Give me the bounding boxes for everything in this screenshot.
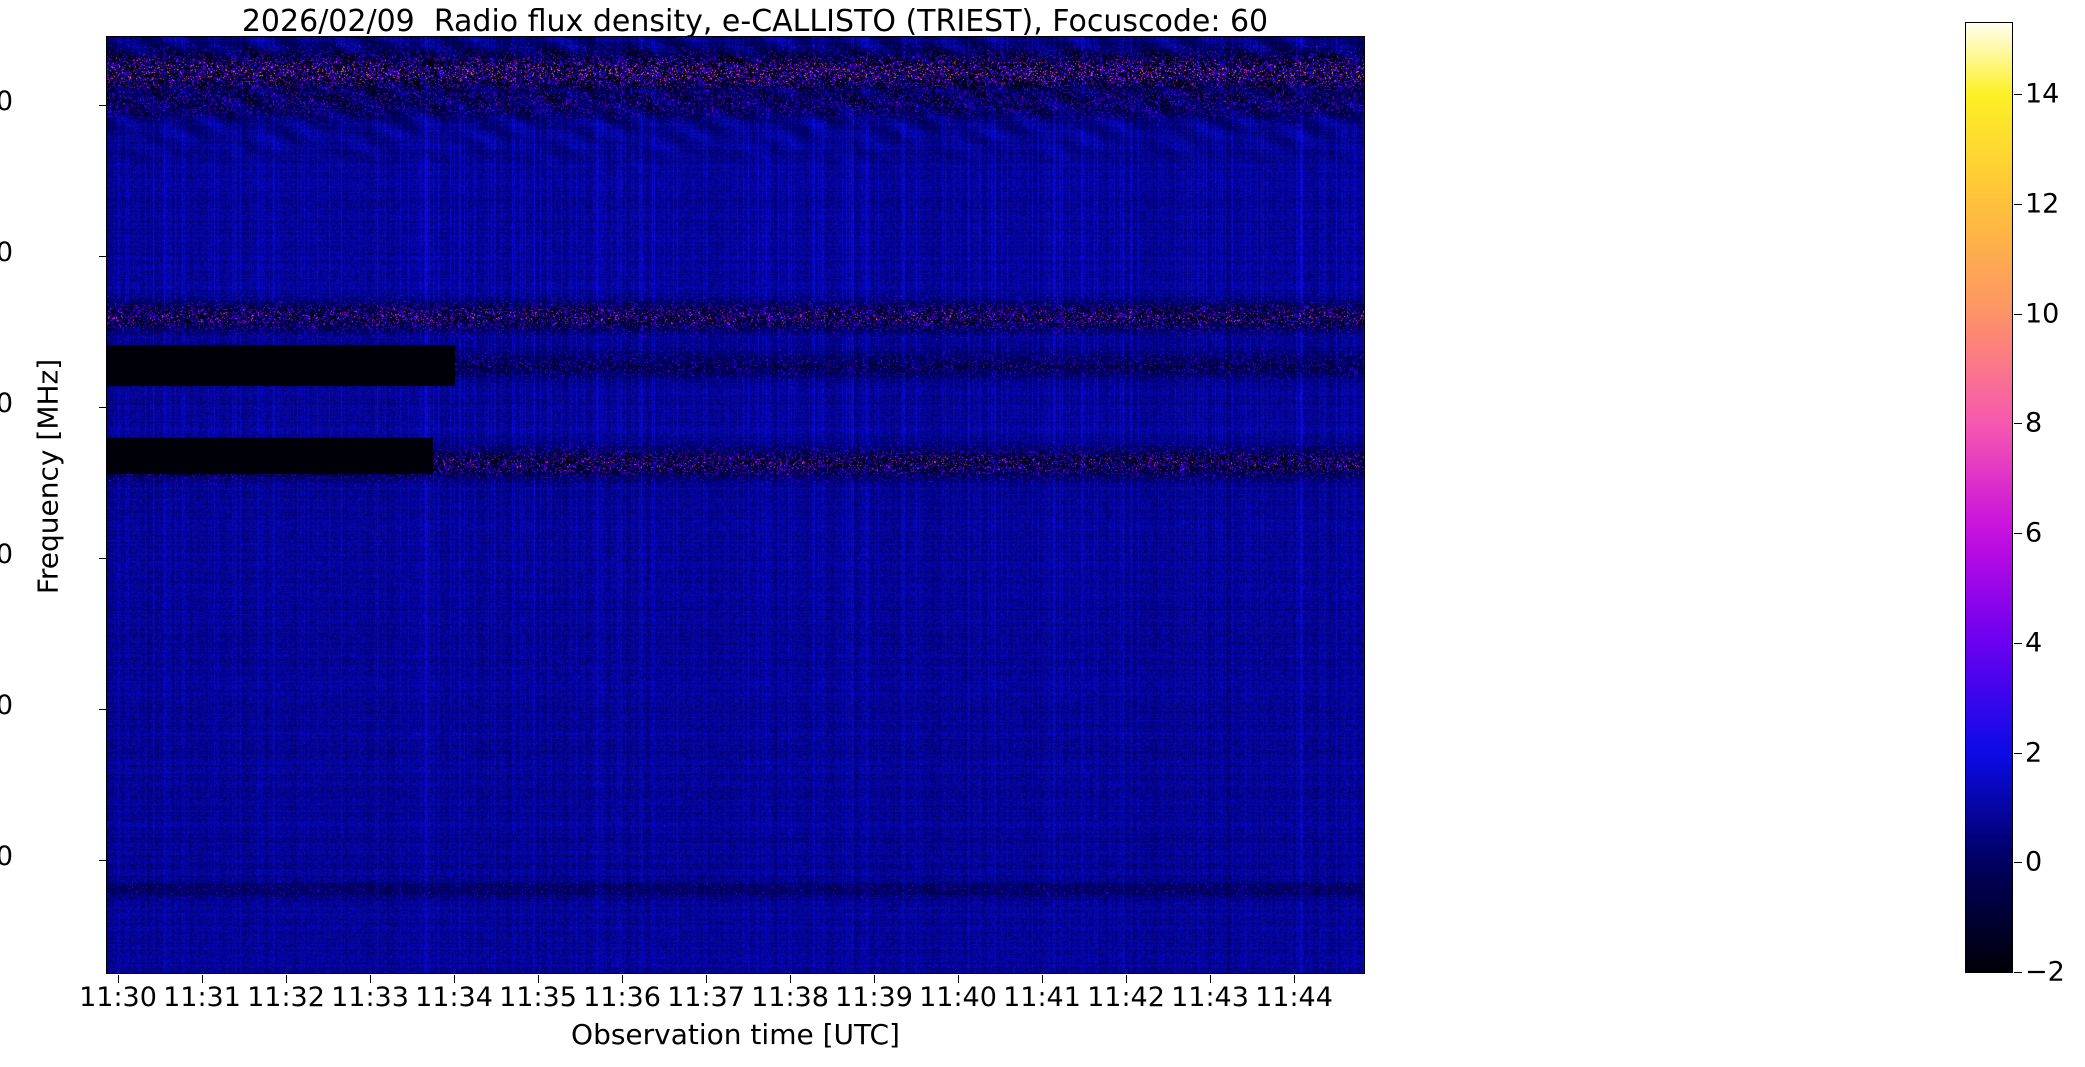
- x-axis-tick-label: 11:34: [415, 982, 493, 1013]
- x-axis-tick-mark: [790, 975, 791, 983]
- x-axis-tick-label: 11:30: [79, 982, 157, 1013]
- x-axis-label: Observation time [UTC]: [571, 1018, 900, 1051]
- colorbar-tick-label: 8: [2025, 407, 2043, 439]
- x-axis-tick-label: 11:42: [1087, 982, 1165, 1013]
- colorbar-tick-mark: [2014, 314, 2022, 315]
- colorbar-tick-label: 6: [2025, 517, 2043, 549]
- spectrogram-plot-area: [106, 36, 1365, 974]
- colorbar-tick-mark: [2014, 862, 2022, 863]
- x-axis-tick-label: 11:31: [163, 982, 241, 1013]
- y-axis-tick-label: 1600: [0, 86, 13, 117]
- x-axis-tick-mark: [1126, 975, 1127, 983]
- x-axis-tick-mark: [958, 975, 959, 983]
- y-axis-tick-label: 1100: [0, 841, 13, 872]
- colorbar-tick-mark: [2014, 753, 2022, 754]
- y-axis-tick-label: 1200: [0, 690, 13, 721]
- y-axis-tick-label: 1300: [0, 539, 13, 570]
- colorbar-tick-mark: [2014, 533, 2022, 534]
- colorbar-tick-label: 4: [2025, 627, 2043, 659]
- colorbar-tick-label: 0: [2025, 846, 2043, 878]
- colorbar-tick-mark: [2014, 643, 2022, 644]
- x-axis-tick-label: 11:33: [331, 982, 409, 1013]
- x-axis-tick-label: 11:32: [247, 982, 325, 1013]
- colorbar-tick-mark: [2014, 972, 2022, 973]
- colorbar-tick-mark: [2014, 94, 2022, 95]
- x-axis-tick-mark: [286, 975, 287, 983]
- y-axis-tick-label: 1500: [0, 237, 13, 268]
- y-axis-tick-mark: [99, 558, 107, 559]
- x-axis-tick-label: 11:36: [583, 982, 661, 1013]
- x-axis-tick-label: 11:44: [1255, 982, 1333, 1013]
- colorbar-gradient: [1966, 23, 2012, 972]
- y-axis-tick-mark: [99, 860, 107, 861]
- x-axis-tick-mark: [118, 975, 119, 983]
- colorbar-tick-label: 2: [2025, 737, 2043, 769]
- x-axis-tick-mark: [1294, 975, 1295, 983]
- x-axis-tick-label: 11:37: [667, 982, 745, 1013]
- x-axis-tick-label: 11:35: [499, 982, 577, 1013]
- x-axis-tick-mark: [202, 975, 203, 983]
- colorbar: [1965, 22, 2013, 973]
- x-axis-tick-label: 11:41: [1003, 982, 1081, 1013]
- colorbar-tick-label: 12: [2025, 188, 2060, 220]
- colorbar-tick-mark: [2014, 423, 2022, 424]
- x-axis-tick-mark: [454, 975, 455, 983]
- x-axis-tick-mark: [706, 975, 707, 983]
- x-axis-tick-label: 11:40: [919, 982, 997, 1013]
- x-axis-tick-label: 11:38: [751, 982, 829, 1013]
- colorbar-tick-mark: [2014, 204, 2022, 205]
- x-axis-tick-mark: [1210, 975, 1211, 983]
- x-axis-tick-label: 11:39: [835, 982, 913, 1013]
- colorbar-tick-label: 10: [2025, 298, 2060, 330]
- x-axis-tick-mark: [622, 975, 623, 983]
- y-axis-tick-mark: [99, 105, 107, 106]
- x-axis-tick-mark: [874, 975, 875, 983]
- y-axis-tick-mark: [99, 709, 107, 710]
- colorbar-tick-label: 14: [2025, 78, 2060, 110]
- x-axis-tick-label: 11:43: [1171, 982, 1249, 1013]
- spectrogram-image: [107, 37, 1364, 973]
- x-axis-tick-mark: [370, 975, 371, 983]
- y-axis-tick-mark: [99, 407, 107, 408]
- y-axis-tick-mark: [99, 256, 107, 257]
- x-axis-tick-mark: [538, 975, 539, 983]
- y-axis-label: Frequency [MHz]: [31, 358, 65, 595]
- colorbar-tick-label: −2: [2025, 956, 2065, 988]
- page-title: 2026/02/09 Radio flux density, e-CALLIST…: [241, 4, 1269, 39]
- x-axis-tick-mark: [1042, 975, 1043, 983]
- y-axis-tick-label: 1400: [0, 388, 13, 419]
